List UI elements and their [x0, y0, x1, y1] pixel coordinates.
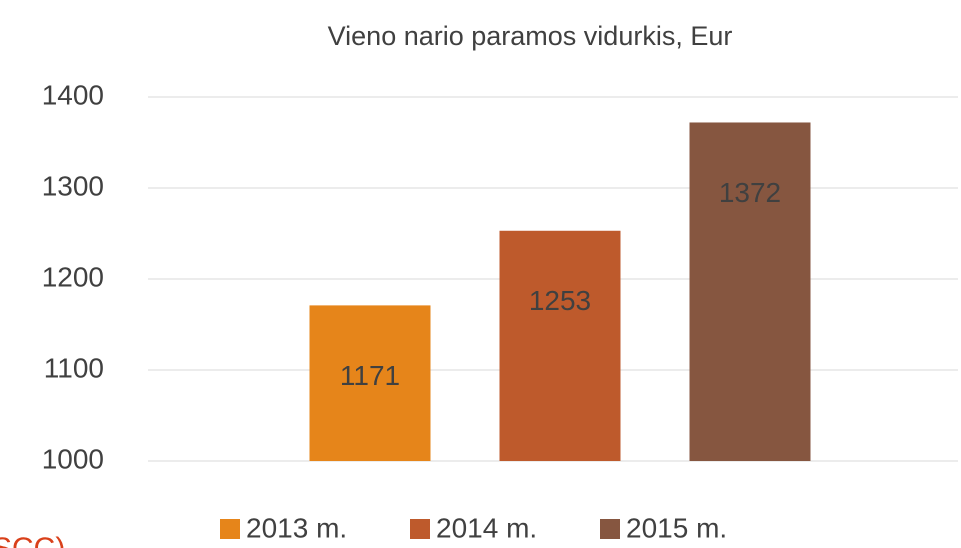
- bar: [499, 230, 621, 461]
- annotation: SCC).: [0, 532, 74, 548]
- legend-label: 2013 m.: [246, 512, 347, 543]
- bar: [689, 122, 811, 461]
- y-tick-label: 1100: [44, 352, 104, 383]
- y-tick-label: 1300: [42, 170, 104, 201]
- y-tick-label: 1000: [42, 443, 104, 474]
- data-label: 1372: [719, 177, 781, 208]
- data-label: 1253: [529, 285, 591, 316]
- y-tick-label: 1200: [42, 261, 104, 292]
- legend-label: 2014 m.: [436, 512, 537, 543]
- data-label: 1171: [340, 360, 400, 391]
- legend-swatch: [410, 519, 430, 539]
- chart-title: Vieno nario paramos vidurkis, Eur: [328, 21, 733, 51]
- y-tick-label: 1400: [42, 79, 104, 110]
- legend-swatch: [220, 519, 240, 539]
- legend-label: 2015 m.: [626, 512, 727, 543]
- bar: [309, 305, 431, 461]
- legend-swatch: [600, 519, 620, 539]
